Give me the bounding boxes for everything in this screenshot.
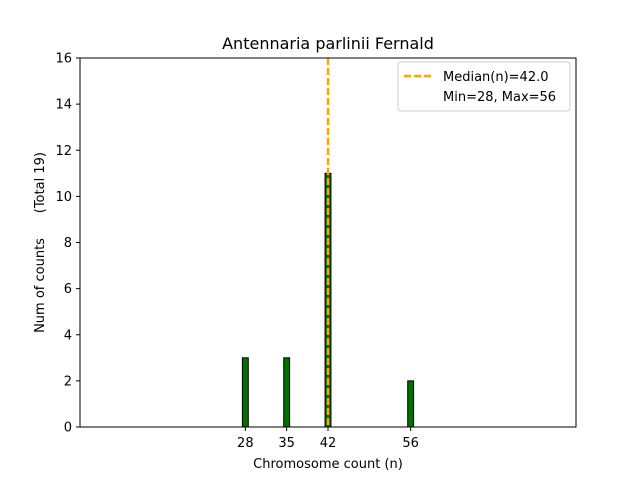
legend-box — [397, 61, 571, 112]
x-tick-label-35: 35 — [278, 436, 295, 451]
chart-title: Antennaria parlinii Fernald — [222, 34, 434, 53]
y-tick-label-4: 4 — [64, 328, 72, 343]
y-tick-label-12: 12 — [55, 144, 72, 159]
y-tick-label-14: 14 — [55, 98, 72, 113]
bar-28 — [241, 357, 249, 428]
x-axis-label: Chromosome count (n) — [253, 457, 403, 472]
x-tick-label-28: 28 — [237, 436, 254, 451]
y-tick-label-2: 2 — [64, 374, 72, 389]
y-axis-label: Num of counts (Total 19) — [33, 152, 48, 333]
y-axis: 0 2 4 6 8 10 12 14 16 — [55, 52, 80, 436]
legend: Median(n)=42.0 Min=28, Max=56 — [397, 61, 571, 112]
x-tick-label-56: 56 — [402, 436, 419, 451]
x-axis: 28 35 42 56 — [237, 427, 419, 451]
y-tick-label-0: 0 — [64, 421, 72, 436]
y-tick-label-6: 6 — [64, 282, 72, 297]
y-tick-label-16: 16 — [55, 52, 72, 67]
bar-35 — [283, 357, 291, 428]
x-tick-label-42: 42 — [320, 436, 337, 451]
legend-entry-median: Median(n)=42.0 — [443, 70, 549, 85]
y-tick-label-10: 10 — [55, 190, 72, 205]
y-tick-label-8: 8 — [64, 236, 72, 251]
legend-entry-min-max: Min=28, Max=56 — [443, 90, 556, 105]
bar-56 — [407, 380, 415, 428]
